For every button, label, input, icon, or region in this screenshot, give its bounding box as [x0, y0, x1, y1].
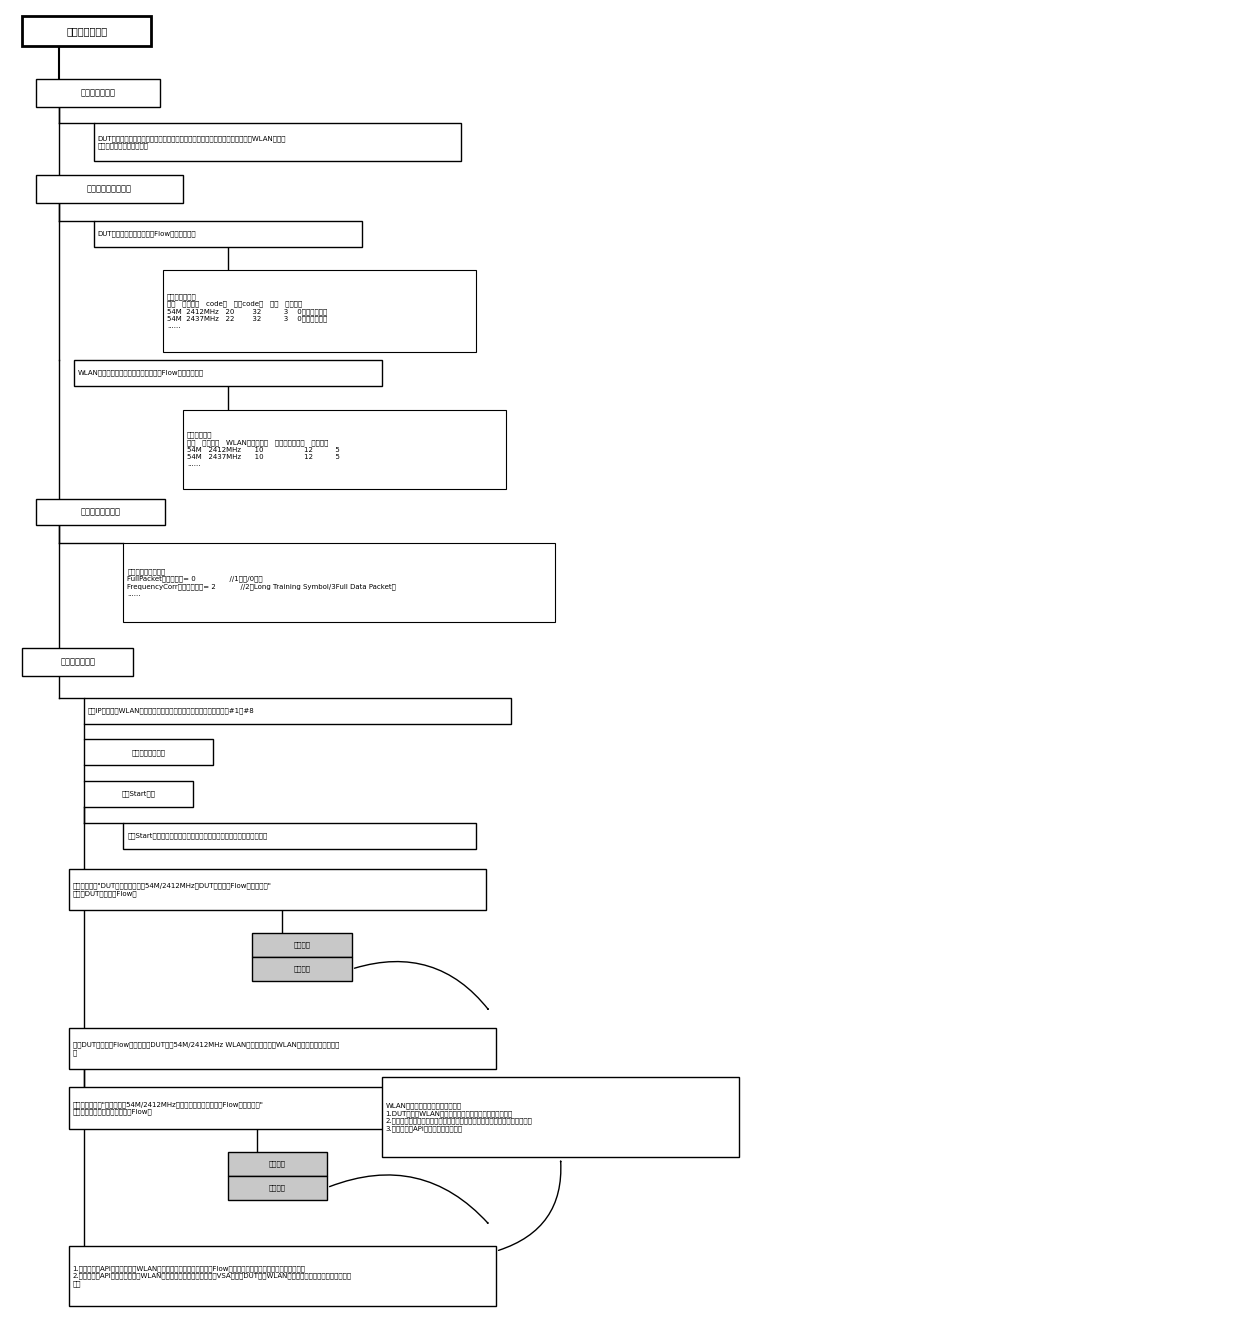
FancyBboxPatch shape: [83, 697, 511, 724]
FancyArrowPatch shape: [355, 962, 489, 1010]
Text: 自动化测试主界面: 自动化测试主界面: [131, 749, 165, 755]
Text: 等待Start程序运行（测试片间隔），所有监测参数都不可编辑所改编辑: 等待Start程序运行（测试片间隔），所有监测参数都不可编辑所改编辑: [128, 833, 268, 840]
Text: 自动化测试参数准备: 自动化测试参数准备: [87, 185, 131, 194]
Text: WLAN频谱仪仪器与频谱仪仪器共用发送Flow（流程）设置: WLAN频谱仪仪器与频谱仪仪器共用发送Flow（流程）设置: [78, 369, 203, 376]
Text: DUT（被测设备）发送参数Flow（流程）设备: DUT（被测设备）发送参数Flow（流程）设备: [98, 231, 196, 237]
Text: 确定按钮: 确定按钮: [294, 966, 311, 973]
Text: 自动化测试步骤: 自动化测试步骤: [66, 26, 107, 36]
FancyBboxPatch shape: [83, 782, 193, 807]
Text: 列举数据示例：
类型   中心频率   code值   帧率code值   天线   发射包数
54M  2412MHz   20        32     : 列举数据示例： 类型 中心频率 code值 帧率code值 天线 发射包数 54…: [167, 293, 327, 330]
Text: 频率文件与元数据：
FullPacket（全部帧）= 0               //1打开/0关闭
FrequencyCorr（频率矫步）= 2     : 频率文件与元数据： FullPacket（全部帧）= 0 //1打开/0关闭 F…: [128, 568, 397, 597]
FancyBboxPatch shape: [22, 648, 133, 676]
FancyBboxPatch shape: [22, 16, 151, 46]
Text: 读取DUT发送参数Flow信息，启动DUT发送54M/2412MHz WLAN信号，分别驱动WLAN频谱仪仪器和参考频谱
仪: 读取DUT发送参数Flow信息，启动DUT发送54M/2412MHz WLAN信…: [73, 1041, 339, 1056]
FancyBboxPatch shape: [73, 360, 382, 386]
Text: 停止测试: 停止测试: [269, 1160, 285, 1168]
Text: 自动化测试运行: 自动化测试运行: [61, 658, 95, 667]
Text: 频谱仪确认框，"测试结果：54M/2412MHz（标准仪仪及共用频谱仪Flow中第一行）"
（循环标准仪仪测及共用频谱仪Flow）: 频谱仪确认框，"测试结果：54M/2412MHz（标准仪仪及共用频谱仪Flow中…: [73, 1101, 264, 1115]
FancyBboxPatch shape: [68, 1087, 486, 1130]
FancyBboxPatch shape: [253, 957, 352, 981]
FancyBboxPatch shape: [184, 410, 506, 489]
FancyBboxPatch shape: [36, 175, 184, 203]
FancyBboxPatch shape: [83, 739, 213, 766]
FancyBboxPatch shape: [36, 79, 160, 107]
FancyBboxPatch shape: [164, 270, 476, 352]
Text: 1.通过共有的API接口，分别把WLAN频谱仪仪器仪器及共用频谱仪Flow的收发参数，包含配置文件中的分析参数
2.通过共有的API接口，分别驱动WLAN频谱仪: 1.通过共有的API接口，分别把WLAN频谱仪仪器仪器及共用频谱仪Flow的收发…: [73, 1265, 352, 1286]
Text: 列举数据示例
类型   中心频率   WLAN频谱仪包数   参考频谱仪包数   平均包数
54M   2412MHz      10             : 列举数据示例 类型 中心频率 WLAN频谱仪包数 参考频谱仪包数 平均包数 54…: [187, 432, 340, 467]
FancyBboxPatch shape: [382, 1077, 739, 1157]
FancyBboxPatch shape: [68, 1028, 496, 1069]
FancyBboxPatch shape: [93, 221, 362, 246]
Text: 确定按钮: 确定按钮: [269, 1185, 285, 1191]
Text: 停止测试: 停止测试: [294, 942, 311, 949]
Text: 通过IP地址连接WLAN频谱仪仪器和参考频谱仪，连接对应如工作端口#1－#8: 通过IP地址连接WLAN频谱仪仪器和参考频谱仪，连接对应如工作端口#1－#8: [88, 708, 254, 714]
FancyBboxPatch shape: [123, 822, 476, 849]
FancyBboxPatch shape: [228, 1152, 327, 1176]
Text: 点击Start按钮: 点击Start按钮: [122, 791, 155, 797]
FancyBboxPatch shape: [228, 1176, 327, 1199]
Text: 初始化测试设置: 初始化测试设置: [81, 88, 115, 98]
FancyBboxPatch shape: [68, 1247, 496, 1306]
FancyBboxPatch shape: [123, 543, 556, 622]
FancyBboxPatch shape: [253, 933, 352, 957]
Text: WLAN频谱仪仪器频谱仪运行原理：
1.DUT发送的WLAN信号，被公分器频包射频，被至频谱仪
2.频率站公认频谱仪参数的获取，规范监控参考频道进量频谱进行分析: WLAN频谱仪仪器频谱仪运行原理： 1.DUT发送的WLAN信号，被公分器频包射…: [386, 1102, 532, 1132]
FancyArrowPatch shape: [498, 1161, 560, 1251]
FancyBboxPatch shape: [93, 124, 461, 161]
Text: 弹出确认框，"DUT发送参数内容：54M/2412MHz（DUT发送参数Flow中第一行）"
（循环DUT发送参数Flow）: 弹出确认框，"DUT发送参数内容：54M/2412MHz（DUT发送参数Flow…: [73, 883, 272, 896]
Text: 频数分析参数设置: 频数分析参数设置: [81, 507, 120, 517]
Text: DUT（被测设备）一根天线，单一射频端口，接入一个一进二的功分器，一路给WLAN测频仪
接收，一路给参考频仪接收: DUT（被测设备）一根天线，单一射频端口，接入一个一进二的功分器，一路给WLAN…: [98, 136, 286, 149]
FancyBboxPatch shape: [36, 500, 165, 525]
FancyBboxPatch shape: [68, 869, 486, 911]
FancyArrowPatch shape: [330, 1174, 489, 1223]
